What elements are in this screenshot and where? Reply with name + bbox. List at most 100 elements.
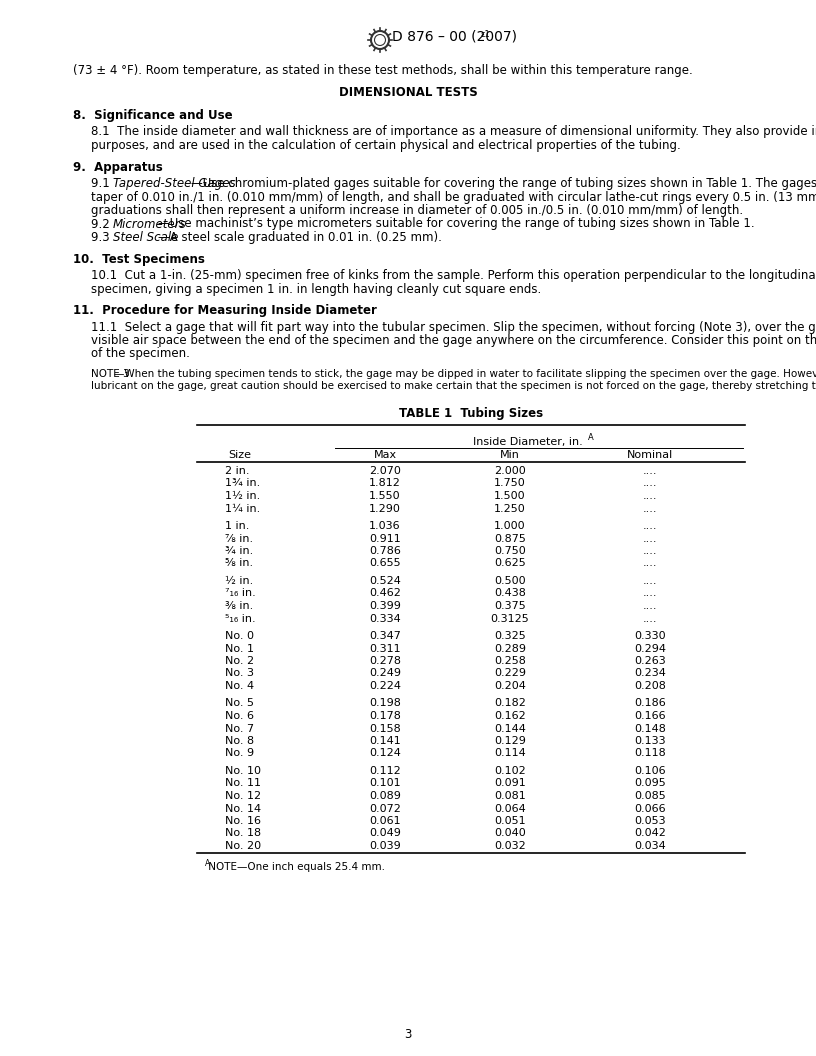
Text: 0.106: 0.106 xyxy=(634,766,666,776)
Text: 0.289: 0.289 xyxy=(494,643,526,654)
Text: ⅝ in.: ⅝ in. xyxy=(225,559,253,568)
Text: 1.000: 1.000 xyxy=(494,521,526,531)
Text: 0.399: 0.399 xyxy=(369,601,401,611)
Text: ⁵₁₆ in.: ⁵₁₆ in. xyxy=(225,614,255,623)
Text: 0.148: 0.148 xyxy=(634,723,666,734)
Text: ....: .... xyxy=(643,588,657,599)
Text: 8.1  The inside diameter and wall thickness are of importance as a measure of di: 8.1 The inside diameter and wall thickne… xyxy=(91,126,816,138)
Text: 0.524: 0.524 xyxy=(369,576,401,586)
Text: 1.750: 1.750 xyxy=(494,478,526,489)
Text: ⅜ in.: ⅜ in. xyxy=(225,601,253,611)
Text: ....: .... xyxy=(643,478,657,489)
Text: Max: Max xyxy=(374,450,397,459)
Text: No. 18: No. 18 xyxy=(225,829,261,838)
Text: Inside Diameter, in.: Inside Diameter, in. xyxy=(472,436,583,447)
Text: 0.039: 0.039 xyxy=(369,841,401,851)
Text: 8.  Significance and Use: 8. Significance and Use xyxy=(73,109,233,122)
Text: 0.786: 0.786 xyxy=(369,546,401,557)
Text: No. 7: No. 7 xyxy=(225,723,254,734)
Text: 0.3125: 0.3125 xyxy=(490,614,530,623)
Text: 0.224: 0.224 xyxy=(369,681,401,691)
Text: specimen, giving a specimen 1 in. in length having cleanly cut square ends.: specimen, giving a specimen 1 in. in len… xyxy=(91,283,541,296)
Text: 0.911: 0.911 xyxy=(369,533,401,544)
Text: 0.875: 0.875 xyxy=(494,533,526,544)
Text: No. 1: No. 1 xyxy=(225,643,254,654)
Text: 2.000: 2.000 xyxy=(494,466,526,476)
Text: 0.334: 0.334 xyxy=(369,614,401,623)
Text: ....: .... xyxy=(643,533,657,544)
Text: 0.204: 0.204 xyxy=(494,681,526,691)
Text: No. 14: No. 14 xyxy=(225,804,261,813)
Text: TABLE 1  Tubing Sizes: TABLE 1 Tubing Sizes xyxy=(399,407,543,420)
Text: 9.2: 9.2 xyxy=(91,218,118,230)
Text: 0.625: 0.625 xyxy=(494,559,526,568)
Text: 1¾ in.: 1¾ in. xyxy=(225,478,260,489)
Text: 0.095: 0.095 xyxy=(634,778,666,789)
Text: ¾ in.: ¾ in. xyxy=(225,546,253,557)
Text: ....: .... xyxy=(643,601,657,611)
Text: ε1: ε1 xyxy=(481,30,490,39)
Text: No. 3: No. 3 xyxy=(225,668,254,679)
Text: 0.375: 0.375 xyxy=(494,601,526,611)
Text: ....: .... xyxy=(643,614,657,623)
Text: (73 ± 4 °F). Room temperature, as stated in these test methods, shall be within : (73 ± 4 °F). Room temperature, as stated… xyxy=(73,64,693,77)
Text: 10.1  Cut a 1-in. (25-mm) specimen free of kinks from the sample. Perform this o: 10.1 Cut a 1-in. (25-mm) specimen free o… xyxy=(91,269,816,282)
Text: —Use machinist’s type micrometers suitable for covering the range of tubing size: —Use machinist’s type micrometers suitab… xyxy=(158,218,755,230)
Text: —Use chromium-plated gages suitable for covering the range of tubing sizes shown: —Use chromium-plated gages suitable for … xyxy=(191,177,816,190)
Text: No. 6: No. 6 xyxy=(225,711,254,721)
Text: 0.064: 0.064 xyxy=(494,804,526,813)
Text: Tapered-Steel Gages: Tapered-Steel Gages xyxy=(113,177,236,190)
Text: 0.278: 0.278 xyxy=(369,656,401,666)
Text: 1¼ in.: 1¼ in. xyxy=(225,504,260,513)
Text: purposes, and are used in the calculation of certain physical and electrical pro: purposes, and are used in the calculatio… xyxy=(91,139,681,152)
Text: 0.234: 0.234 xyxy=(634,668,666,679)
Text: —A steel scale graduated in 0.01 in. (0.25 mm).: —A steel scale graduated in 0.01 in. (0.… xyxy=(158,231,442,244)
Text: 0.182: 0.182 xyxy=(494,698,526,709)
Text: No. 2: No. 2 xyxy=(225,656,254,666)
Text: No. 12: No. 12 xyxy=(225,791,261,802)
Text: 0.061: 0.061 xyxy=(369,816,401,826)
Text: ⁷₁₆ in.: ⁷₁₆ in. xyxy=(225,588,255,599)
Text: 0.049: 0.049 xyxy=(369,829,401,838)
Text: 0.102: 0.102 xyxy=(494,766,526,776)
Text: 1.500: 1.500 xyxy=(494,491,526,501)
Text: taper of 0.010 in./1 in. (0.010 mm/mm) of length, and shall be graduated with ci: taper of 0.010 in./1 in. (0.010 mm/mm) o… xyxy=(91,190,816,204)
Text: 0.186: 0.186 xyxy=(634,698,666,709)
Text: 10.  Test Specimens: 10. Test Specimens xyxy=(73,252,205,265)
Text: 2.070: 2.070 xyxy=(369,466,401,476)
Text: 0.101: 0.101 xyxy=(369,778,401,789)
Text: 0.178: 0.178 xyxy=(369,711,401,721)
Text: ....: .... xyxy=(643,504,657,513)
Text: 0.330: 0.330 xyxy=(634,631,666,641)
Text: 1 in.: 1 in. xyxy=(225,521,250,531)
Text: 0.198: 0.198 xyxy=(369,698,401,709)
Text: 3: 3 xyxy=(404,1027,412,1041)
Text: 0.118: 0.118 xyxy=(634,749,666,758)
Text: Steel Scale: Steel Scale xyxy=(113,231,179,244)
Text: 0.655: 0.655 xyxy=(369,559,401,568)
Text: ½ in.: ½ in. xyxy=(225,576,253,586)
Text: lubricant on the gage, great caution should be exercised to make certain that th: lubricant on the gage, great caution sho… xyxy=(91,381,816,391)
Text: No. 0: No. 0 xyxy=(225,631,254,641)
Text: ....: .... xyxy=(643,491,657,501)
Text: 1.550: 1.550 xyxy=(369,491,401,501)
Text: 0.208: 0.208 xyxy=(634,681,666,691)
Text: 1.036: 1.036 xyxy=(369,521,401,531)
Text: ....: .... xyxy=(643,521,657,531)
Text: 0.089: 0.089 xyxy=(369,791,401,802)
Text: ....: .... xyxy=(643,466,657,476)
Text: ....: .... xyxy=(643,546,657,557)
Text: 11.1  Select a gage that will fit part way into the tubular specimen. Slip the s: 11.1 Select a gage that will fit part wa… xyxy=(91,321,816,334)
Text: No. 4: No. 4 xyxy=(225,681,254,691)
Text: 9.  Apparatus: 9. Apparatus xyxy=(73,161,162,173)
Text: 0.133: 0.133 xyxy=(634,736,666,746)
Text: of the specimen.: of the specimen. xyxy=(91,347,190,360)
Text: 0.032: 0.032 xyxy=(494,841,526,851)
Text: A: A xyxy=(205,860,211,868)
Text: ....: .... xyxy=(643,576,657,586)
Text: 0.053: 0.053 xyxy=(634,816,666,826)
Text: NOTE—One inch equals 25.4 mm.: NOTE—One inch equals 25.4 mm. xyxy=(205,863,385,872)
Text: 0.294: 0.294 xyxy=(634,643,666,654)
Text: 0.124: 0.124 xyxy=(369,749,401,758)
Text: Nominal: Nominal xyxy=(627,450,673,459)
